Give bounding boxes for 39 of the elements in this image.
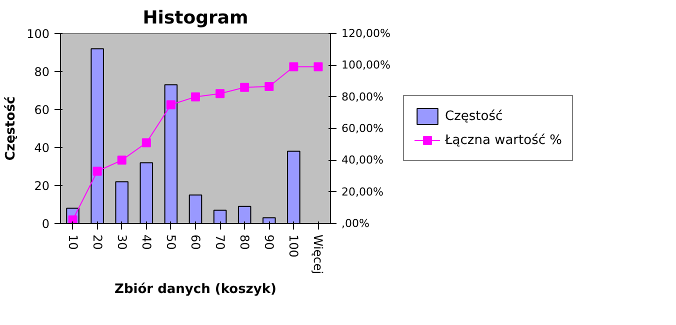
x-tick-label: 50 [164,234,178,250]
y-tick-label: 40 [34,141,50,155]
y-tick-label: 60 [34,103,50,117]
point [264,82,274,92]
y2-tick-label: 120,00% [342,27,390,40]
legend-label: Łączna wartość % [445,132,562,148]
x-tick-label: 10 [66,234,80,250]
x-tick-label: 60 [188,234,202,250]
point [142,138,151,148]
legend-label: Częstość [445,108,503,124]
point [240,82,250,92]
point [314,62,323,72]
point [92,166,102,176]
y-axis-title: Częstość [4,96,19,161]
y-tick-label: 0 [42,217,50,231]
y-tick-label: 80 [34,65,50,79]
y2-tick-label: 40,00% [342,154,384,167]
y2-tick-label: ,00% [342,217,370,230]
y2-tick-label: 100,00% [342,58,390,72]
x-tick-label: 40 [139,234,154,250]
x-tick-label: 100 [286,234,301,258]
x-tick-label: 20 [90,234,104,250]
point [117,156,126,165]
x-tick-label: 90 [262,234,276,250]
point [289,62,298,72]
point [216,89,225,98]
point [191,92,200,102]
y2-tick-label: 60,00% [342,122,384,135]
x-tick-label: Więcej [311,234,326,274]
y2-tick-label: 80,00% [342,90,384,104]
y2-tick-label: 20,00% [342,185,384,198]
x-tick-label: 80 [238,234,252,250]
point [166,100,176,110]
y-tick-label: 100 [26,27,50,41]
x-tick-label: 70 [213,234,228,250]
x-tick-label: 30 [114,234,129,250]
y-tick-label: 20 [34,179,50,193]
x-axis-title: Zbiór danych (koszyk) [114,282,276,298]
chart-title: Histogram [142,8,248,28]
